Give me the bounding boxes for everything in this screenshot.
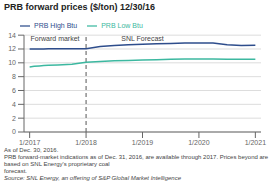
svg-text:10: 10	[8, 59, 16, 66]
svg-text:1/2020: 1/2020	[188, 139, 210, 146]
svg-text:Forward market: Forward market	[31, 35, 80, 42]
svg-text:6: 6	[12, 87, 16, 94]
svg-text:1/2017: 1/2017	[19, 139, 41, 146]
html-text:forecast.: forecast.	[4, 168, 27, 174]
svg-text:1/2019: 1/2019	[132, 139, 154, 146]
svg-text:12: 12	[8, 45, 16, 52]
html-text:As of Dec. 30, 2016.: As of Dec. 30, 2016.	[4, 147, 59, 153]
html-text:PRB High Btu: PRB High Btu	[34, 22, 78, 29]
svg-text:2: 2	[12, 115, 16, 122]
html-text:PRB forward prices ($/ton) 12/: PRB forward prices ($/ton) 12/30/16	[4, 2, 156, 12]
html-text:Source: SNL Energy, an offerin: Source: SNL Energy, an offering of S&P G…	[4, 175, 181, 181]
svg-text:4: 4	[12, 101, 16, 108]
svg-text:1/2021: 1/2021	[245, 139, 265, 146]
svg-text:1/2018: 1/2018	[75, 139, 97, 146]
html-text:PRB forward-market indications: PRB forward-market indications as of Dec…	[4, 154, 269, 167]
svg-text:SNL Forecast: SNL Forecast	[121, 35, 164, 42]
svg-text:0: 0	[12, 128, 16, 135]
html-text:PRB Low Btu: PRB Low Btu	[101, 22, 143, 29]
svg-text:8: 8	[12, 73, 16, 80]
svg-text:14: 14	[8, 32, 16, 39]
